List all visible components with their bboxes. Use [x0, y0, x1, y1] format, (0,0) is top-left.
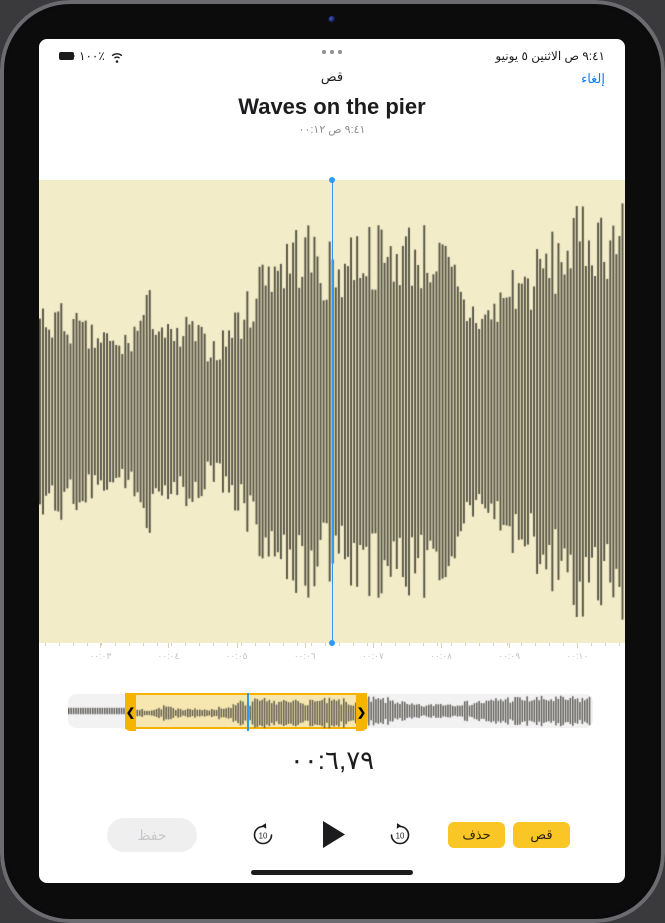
svg-text:10: 10 [396, 832, 405, 841]
svg-text:10: 10 [259, 832, 268, 841]
